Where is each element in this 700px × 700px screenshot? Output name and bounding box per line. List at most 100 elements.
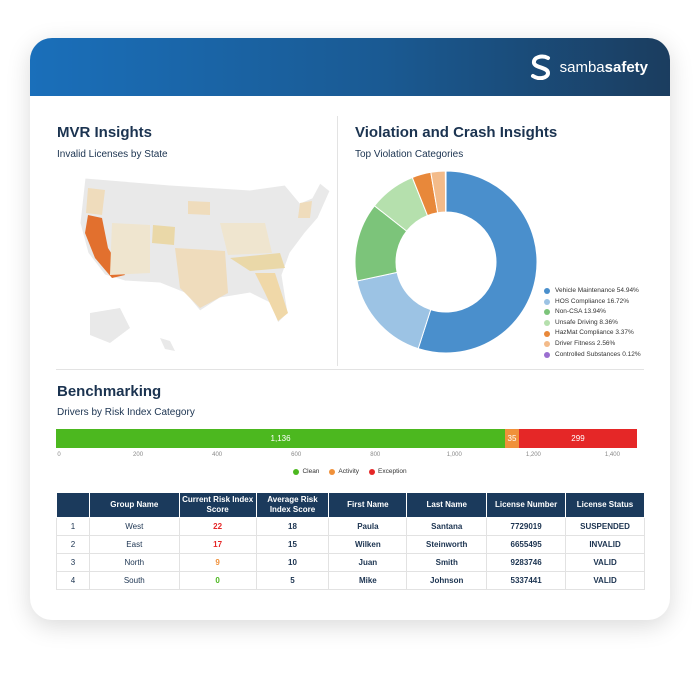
legend-item[interactable]: Unsafe Driving 8.36% [544, 318, 641, 329]
section-divider-vertical [337, 116, 338, 366]
axis-tick-label: 0 [57, 452, 61, 458]
axis-tick-label: 1,200 [525, 452, 541, 458]
legend-label: Driver Fitness 2.56% [555, 339, 616, 347]
legend-label: Clean [302, 468, 320, 475]
license-status: SUSPENDED [565, 517, 645, 536]
bar-axis: 0 200 400 600 800 1,000 1,200 1,400 [56, 452, 645, 462]
axis-tick-label: 1,000 [446, 452, 462, 458]
column-header: License Number [486, 492, 567, 518]
license-number: 5337441 [486, 571, 567, 590]
row-number: 2 [56, 535, 90, 554]
legend-item[interactable]: Non-CSA 13.94% [544, 307, 641, 318]
first-name: Mike [328, 571, 408, 590]
first-name: Paula [328, 517, 408, 536]
mvr-title: MVR Insights [57, 124, 153, 141]
license-status: VALID [565, 553, 645, 572]
average-risk-score: 18 [255, 517, 330, 536]
legend-dot-icon [544, 320, 550, 327]
group-name: East [88, 535, 180, 554]
state-tennessee [230, 253, 285, 271]
legend-dot-icon [544, 330, 550, 337]
legend-dot-icon [544, 341, 550, 348]
table-row[interactable]: 1 West 22 18 Paula Santana 7729019 SUSPENDED [56, 517, 645, 536]
legend-label: Exception [378, 468, 407, 475]
state-southwest [110, 223, 150, 275]
axis-tick-label: 1,400 [604, 452, 620, 458]
legend-item[interactable]: Driver Fitness 2.56% [544, 339, 641, 350]
bar-legend-item[interactable]: Exception [369, 468, 407, 475]
benchmarking-subtitle: Drivers by Risk Index Category [57, 407, 195, 418]
legend-dot-icon [293, 468, 300, 475]
state-new-york [298, 201, 312, 218]
legend-item[interactable]: Vehicle Maintenance 54.94% [544, 286, 641, 297]
benchmarking-title: Benchmarking [57, 383, 162, 400]
table-header-row: Group Name Current Risk Index Score Averag… [56, 492, 645, 518]
donut-slice[interactable] [356, 271, 432, 350]
violation-title: Violation and Crash Insights [355, 124, 558, 141]
group-name: North [88, 553, 180, 572]
legend-item[interactable]: HazMat Compliance 3.37% [544, 328, 641, 339]
last-name: Santana [406, 517, 488, 536]
license-number: 6655495 [486, 535, 567, 554]
first-name: Wilken [328, 535, 408, 554]
legend-label: Activity [338, 468, 360, 475]
first-name: Juan [328, 553, 408, 572]
risk-stacked-bar: 1,136 35 299 [56, 429, 645, 448]
legend-dot-icon [544, 288, 550, 295]
bar-legend-item[interactable]: Clean [293, 468, 319, 475]
state-oregon [86, 188, 105, 215]
header-bar: sambasafety [30, 38, 670, 96]
violation-subtitle: Top Violation Categories [355, 149, 464, 160]
average-risk-score: 10 [255, 553, 330, 572]
state-florida [255, 273, 288, 321]
bar-legend-item[interactable]: Activity [329, 468, 359, 475]
last-name: Steinworth [406, 535, 488, 554]
legend-label: Unsafe Driving 8.36% [555, 318, 618, 326]
current-risk-score: 0 [178, 571, 257, 590]
section-divider-horizontal [56, 369, 644, 370]
legend-dot-icon [544, 298, 550, 305]
average-risk-score: 15 [255, 535, 330, 554]
samba-safety-logo: sambasafety [528, 54, 648, 80]
legend-item[interactable]: Controlled Substances 0.12% [544, 350, 641, 361]
row-number: 1 [56, 517, 90, 536]
legend-item[interactable]: HOS Compliance 16.72% [544, 297, 641, 308]
legend-dot-icon [329, 468, 336, 475]
license-status: VALID [565, 571, 645, 590]
bar-segment-activity[interactable]: 35 [505, 429, 519, 448]
state-hawaii [160, 338, 175, 351]
legend-label: Vehicle Maintenance 54.94% [555, 287, 639, 294]
axis-tick-label: 800 [370, 452, 381, 458]
mvr-subtitle: Invalid Licenses by State [57, 149, 168, 160]
current-risk-score: 9 [178, 553, 257, 572]
axis-tick-label: 400 [212, 452, 223, 458]
column-header [56, 492, 90, 518]
drivers-table: Group Name Current Risk Index Score Averag… [56, 492, 645, 590]
table-row[interactable]: 2 East 17 15 Wilken Steinworth 6655495 INVALID [56, 535, 645, 554]
state-midwest [220, 223, 272, 255]
axis-tick-label: 200 [133, 452, 144, 458]
license-number: 9283746 [486, 553, 567, 572]
table-row[interactable]: 3 North 9 10 Juan Smith 9283746 VALID [56, 553, 645, 572]
donut-slice[interactable] [417, 170, 538, 354]
legend-dot-icon [544, 309, 550, 316]
last-name: Johnson [406, 571, 488, 590]
current-risk-score: 17 [178, 535, 257, 554]
average-risk-score: 5 [255, 571, 330, 590]
dashboard-card: sambasafety MVR Insights Invalid License… [30, 38, 670, 620]
donut-legend: Vehicle Maintenance 54.94% HOS Compliance… [544, 286, 641, 360]
bar-segment-clean[interactable]: 1,136 [56, 429, 506, 448]
legend-dot-icon [369, 468, 376, 475]
row-number: 4 [56, 571, 90, 590]
bar-segment-exception[interactable]: 299 [518, 429, 638, 448]
current-risk-score: 22 [178, 517, 257, 536]
state-south-dakota [188, 201, 210, 215]
column-header: Current Risk Index Score [178, 492, 257, 518]
row-number: 3 [56, 553, 90, 572]
axis-tick-label: 600 [291, 452, 302, 458]
bar-segment-label: 35 [507, 434, 517, 443]
table-row[interactable]: 4 South 0 5 Mike Johnson 5337441 VALID [56, 571, 645, 590]
license-status: INVALID [565, 535, 645, 554]
column-header: Group Name [88, 492, 180, 518]
donut-slice[interactable] [444, 170, 447, 213]
